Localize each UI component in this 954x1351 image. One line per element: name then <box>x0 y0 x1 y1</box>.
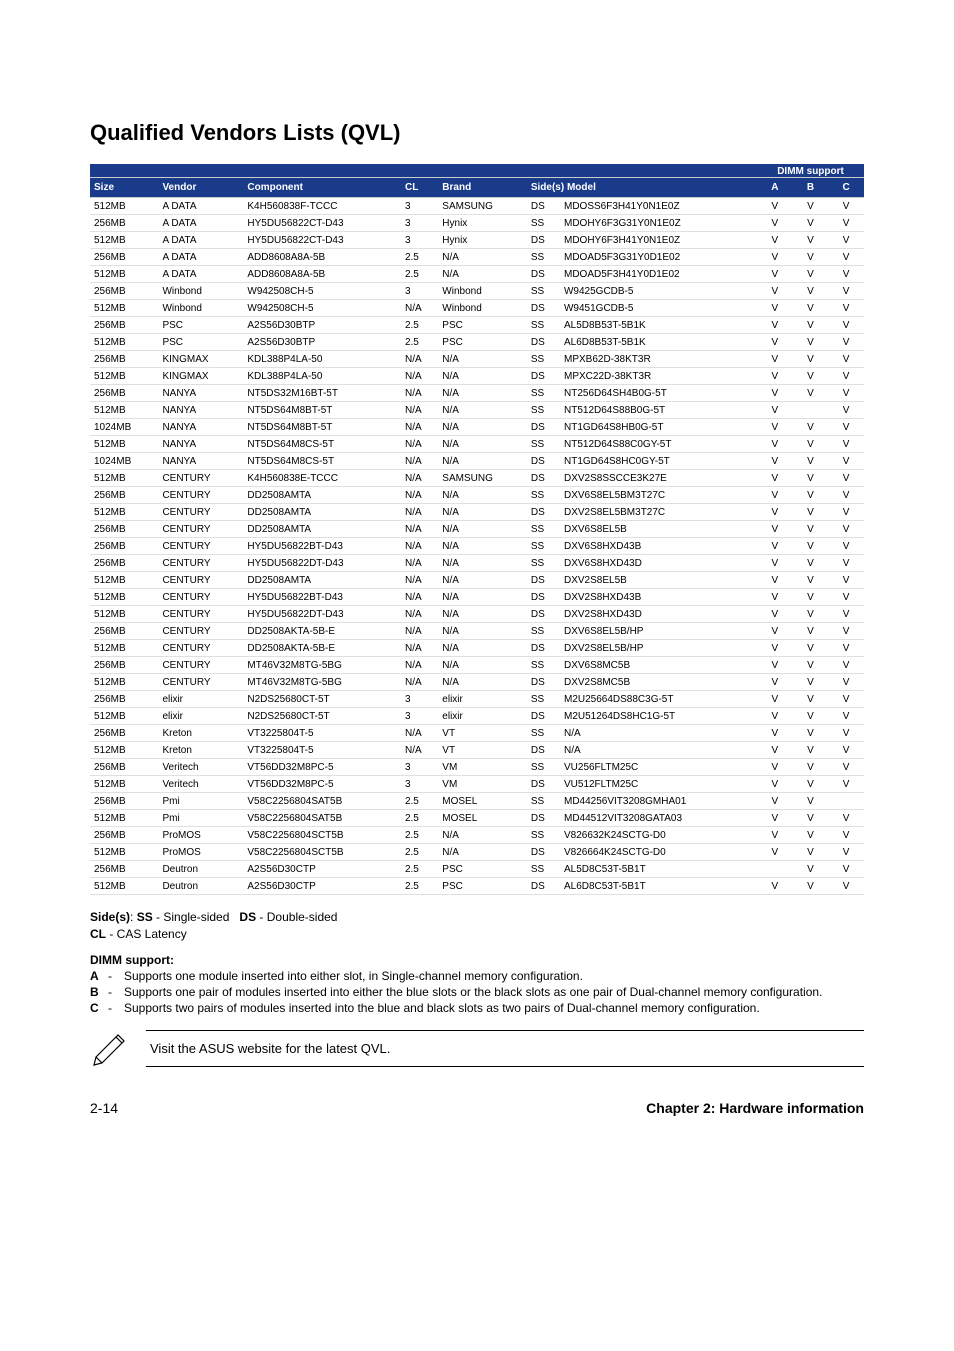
col-sides-model: Side(s) Model <box>527 178 757 198</box>
table-row: 512MBDeutronA2S56D30CTP2.5PSCDSAL6D8C53T… <box>90 878 864 895</box>
table-row: 512MBNANYANT5DS64M8BT-5TN/AN/ASSNT512D64… <box>90 402 864 419</box>
table-row: 512MBA DATAK4H560838F-TCCC3SAMSUNGDSMDOS… <box>90 198 864 215</box>
col-b: B <box>793 178 829 198</box>
col-a: A <box>757 178 793 198</box>
table-row: 1024MBNANYANT5DS64M8CS-5TN/AN/ADSNT1GD64… <box>90 453 864 470</box>
callout-text: Visit the ASUS website for the latest QV… <box>146 1030 864 1067</box>
table-row: 512MBCENTURYDD2508AKTA-5B-EN/AN/ADSDXV2S… <box>90 640 864 657</box>
table-row: 256MBPSCA2S56D30BTP2.5PSCSSAL5D8B53T-5B1… <box>90 317 864 334</box>
col-brand: Brand <box>438 178 527 198</box>
col-c: C <box>828 178 864 198</box>
dimm-support-header: DIMM support <box>757 164 864 178</box>
table-row: 256MBCENTURYDD2508AMTAN/AN/ASSDXV6S8EL5B… <box>90 487 864 504</box>
table-row: 256MBCENTURYHY5DU56822BT-D43N/AN/ASSDXV6… <box>90 538 864 555</box>
table-row: 256MBVeritechVT56DD32M8PC-53VMSSVU256FLT… <box>90 759 864 776</box>
table-row: 512MBCENTURYHY5DU56822BT-D43N/AN/ADSDXV2… <box>90 589 864 606</box>
table-row: 512MBCENTURYDD2508AMTAN/AN/ADSDXV2S8EL5B… <box>90 572 864 589</box>
table-row: 256MBProMOSV58C2256804SCT5B2.5N/ASSV8266… <box>90 827 864 844</box>
table-row: 256MBPmiV58C2256804SAT5B2.5MOSELSSMD4425… <box>90 793 864 810</box>
table-header-row: Size Vendor Component CL Brand Side(s) M… <box>90 178 864 198</box>
chapter-label: Chapter 2: Hardware information <box>646 1100 864 1116</box>
dimm-support-list: DIMM support: A-Supports one module inse… <box>90 953 864 1015</box>
table-row: 512MBA DATAHY5DU56822CT-D433HynixDSMDOHY… <box>90 232 864 249</box>
callout-note: Visit the ASUS website for the latest QV… <box>90 1027 864 1070</box>
table-row: 512MBNANYANT5DS64M8CS-5TN/AN/ASSNT512D64… <box>90 436 864 453</box>
col-size: Size <box>90 178 158 198</box>
col-component: Component <box>243 178 401 198</box>
table-row: 256MBWinbondW942508CH-53WinbondSSW9425GC… <box>90 283 864 300</box>
table-row: 512MBCENTURYMT46V32M8TG-5BGN/AN/ADSDXV2S… <box>90 674 864 691</box>
table-row: 512MBKretonVT3225804T-5N/AVTDSN/AVVV <box>90 742 864 759</box>
table-row: 256MBCENTURYHY5DU56822DT-D43N/AN/ASSDXV6… <box>90 555 864 572</box>
table-row: 256MBCENTURYDD2508AKTA-5B-EN/AN/ASSDXV6S… <box>90 623 864 640</box>
table-row: 512MBCENTURYDD2508AMTAN/AN/ADSDXV2S8EL5B… <box>90 504 864 521</box>
table-row: 512MBelixirN2DS25680CT-5T3elixirDSM2U512… <box>90 708 864 725</box>
table-row: 512MBCENTURYK4H560838E-TCCCN/ASAMSUNGDSD… <box>90 470 864 487</box>
table-row: 512MBWinbondW942508CH-5N/AWinbondDSW9451… <box>90 300 864 317</box>
table-row: 256MBCENTURYMT46V32M8TG-5BGN/AN/ASSDXV6S… <box>90 657 864 674</box>
table-row: 256MBelixirN2DS25680CT-5T3elixirSSM2U256… <box>90 691 864 708</box>
table-row: 256MBKretonVT3225804T-5N/AVTSSN/AVVV <box>90 725 864 742</box>
col-vendor: Vendor <box>158 178 243 198</box>
table-row: 512MBKINGMAXKDL388P4LA-50N/AN/ADSMPXC22D… <box>90 368 864 385</box>
qvl-table: DIMM support Size Vendor Component CL Br… <box>90 164 864 895</box>
legend-block: Side(s): SS - Single-sided DS - Double-s… <box>90 909 864 943</box>
table-row: 512MBProMOSV58C2256804SCT5B2.5N/ADSV8266… <box>90 844 864 861</box>
col-cl: CL <box>401 178 438 198</box>
page-footer: 2-14 Chapter 2: Hardware information <box>90 1100 864 1116</box>
table-row: 512MBPSCA2S56D30BTP2.5PSCDSAL6D8B53T-5B1… <box>90 334 864 351</box>
table-row: 512MBCENTURYHY5DU56822DT-D43N/AN/ADSDXV2… <box>90 606 864 623</box>
table-row: 256MBCENTURYDD2508AMTAN/AN/ASSDXV6S8EL5B… <box>90 521 864 538</box>
table-row: 256MBA DATAADD8608A8A-5B2.5N/ASSMDOAD5F3… <box>90 249 864 266</box>
table-row: 256MBNANYANT5DS32M16BT-5TN/AN/ASSNT256D6… <box>90 385 864 402</box>
pencil-icon <box>90 1027 130 1070</box>
table-row: 256MBKINGMAXKDL388P4LA-50N/AN/ASSMPXB62D… <box>90 351 864 368</box>
table-row: 256MBDeutronA2S56D30CTP2.5PSCSSAL5D8C53T… <box>90 861 864 878</box>
table-row: 1024MBNANYANT5DS64M8BT-5TN/AN/ADSNT1GD64… <box>90 419 864 436</box>
page-number: 2-14 <box>90 1100 118 1116</box>
table-row: 512MBVeritechVT56DD32M8PC-53VMDSVU512FLT… <box>90 776 864 793</box>
table-row: 512MBA DATAADD8608A8A-5B2.5N/ADSMDOAD5F3… <box>90 266 864 283</box>
dimm-support-heading: DIMM support: <box>90 953 864 967</box>
table-row: 256MBA DATAHY5DU56822CT-D433HynixSSMDOHY… <box>90 215 864 232</box>
page-title: Qualified Vendors Lists (QVL) <box>90 120 864 146</box>
table-row: 512MBPmiV58C2256804SAT5B2.5MOSELDSMD4451… <box>90 810 864 827</box>
